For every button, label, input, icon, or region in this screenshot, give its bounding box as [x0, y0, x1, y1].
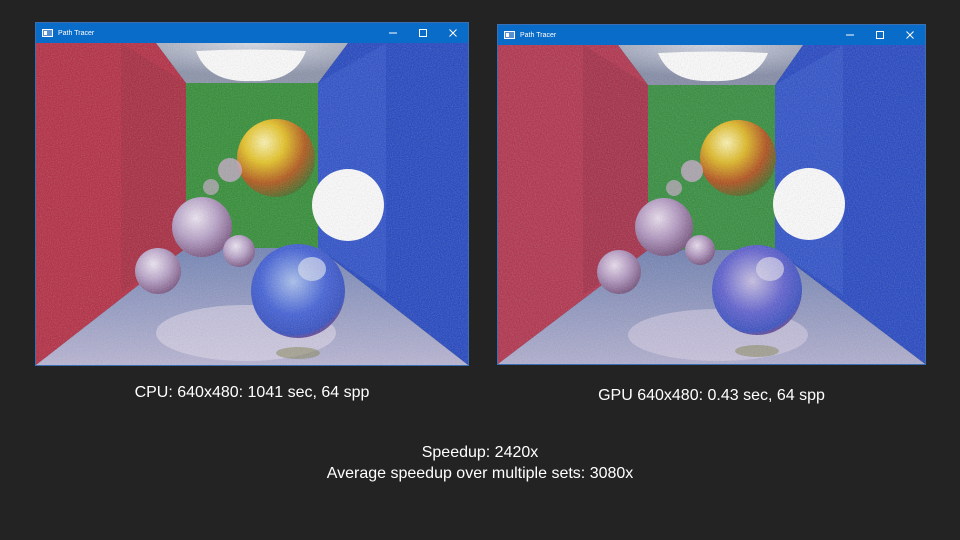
summary-block: Speedup: 2420x Average speedup over mult…: [0, 442, 960, 484]
gpu-render-image: [498, 45, 925, 364]
close-icon[interactable]: [895, 25, 925, 45]
cpu-render-window: Path Tracer: [36, 23, 468, 365]
close-icon[interactable]: [438, 23, 468, 43]
gpu-render-window: Path Tracer: [498, 25, 925, 364]
window-titlebar[interactable]: Path Tracer: [498, 25, 925, 45]
minimize-icon[interactable]: [378, 23, 408, 43]
app-icon: [42, 29, 53, 37]
gpu-caption: GPU 640x480: 0.43 sec, 64 spp: [598, 387, 825, 404]
minimize-icon[interactable]: [835, 25, 865, 45]
window-titlebar[interactable]: Path Tracer: [36, 23, 468, 43]
render-viewport: [498, 45, 925, 364]
average-speedup-text: Average speedup over multiple sets: 3080…: [326, 465, 634, 482]
cpu-caption: CPU: 640x480: 1041 sec, 64 spp: [134, 384, 370, 401]
window-title: Path Tracer: [58, 29, 95, 37]
speedup-text: Speedup: 2420x: [421, 444, 539, 461]
maximize-icon[interactable]: [408, 23, 438, 43]
cpu-render-image: [36, 43, 468, 365]
render-viewport: [36, 43, 468, 365]
maximize-icon[interactable]: [865, 25, 895, 45]
window-title: Path Tracer: [520, 31, 557, 39]
app-icon: [504, 31, 515, 39]
